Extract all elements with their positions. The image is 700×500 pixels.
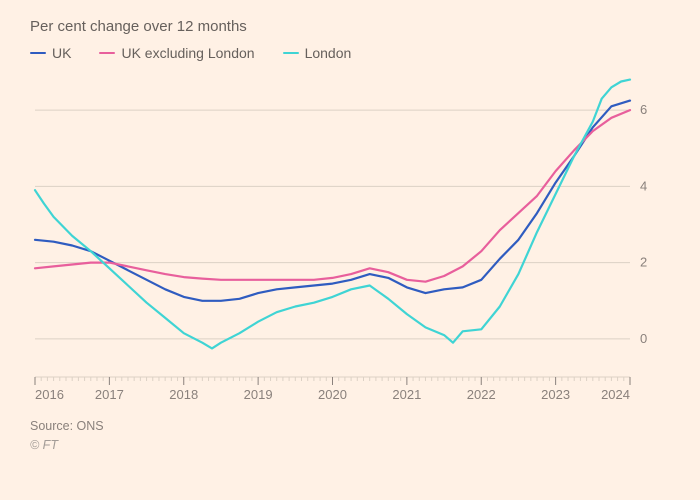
legend-swatch <box>283 52 299 55</box>
svg-text:6: 6 <box>640 102 647 117</box>
legend: UK UK excluding London London <box>30 45 670 61</box>
chart-plot-area: 0 2 4 6 2016 2017 2018 2019 2020 2021 2022 2023 2024 <box>30 67 670 407</box>
source-text: Source: ONS <box>30 417 670 436</box>
svg-text:2016: 2016 <box>35 387 64 402</box>
svg-text:2024: 2024 <box>601 387 630 402</box>
legend-item-uk: UK <box>30 45 71 61</box>
chart-container: Per cent change over 12 months UK UK exc… <box>0 0 700 500</box>
svg-text:2019: 2019 <box>244 387 273 402</box>
svg-text:2022: 2022 <box>467 387 496 402</box>
legend-label: UK excluding London <box>121 45 254 61</box>
svg-text:4: 4 <box>640 178 647 193</box>
legend-label: UK <box>52 45 71 61</box>
legend-swatch <box>99 52 115 55</box>
copyright-text: © FT <box>30 436 670 455</box>
legend-item-london: London <box>283 45 352 61</box>
svg-text:2021: 2021 <box>392 387 421 402</box>
chart-footer: Source: ONS © FT <box>30 417 670 455</box>
svg-text:2: 2 <box>640 255 647 270</box>
svg-text:2017: 2017 <box>95 387 124 402</box>
legend-swatch <box>30 52 46 55</box>
line-chart-svg: 0 2 4 6 2016 2017 2018 2019 2020 2021 2022 2023 2024 <box>30 67 670 407</box>
svg-text:2023: 2023 <box>541 387 570 402</box>
chart-subtitle: Per cent change over 12 months <box>30 18 670 35</box>
svg-text:0: 0 <box>640 331 647 346</box>
svg-text:2018: 2018 <box>169 387 198 402</box>
svg-text:2020: 2020 <box>318 387 347 402</box>
legend-label: London <box>305 45 352 61</box>
legend-item-uk-ex-london: UK excluding London <box>99 45 254 61</box>
